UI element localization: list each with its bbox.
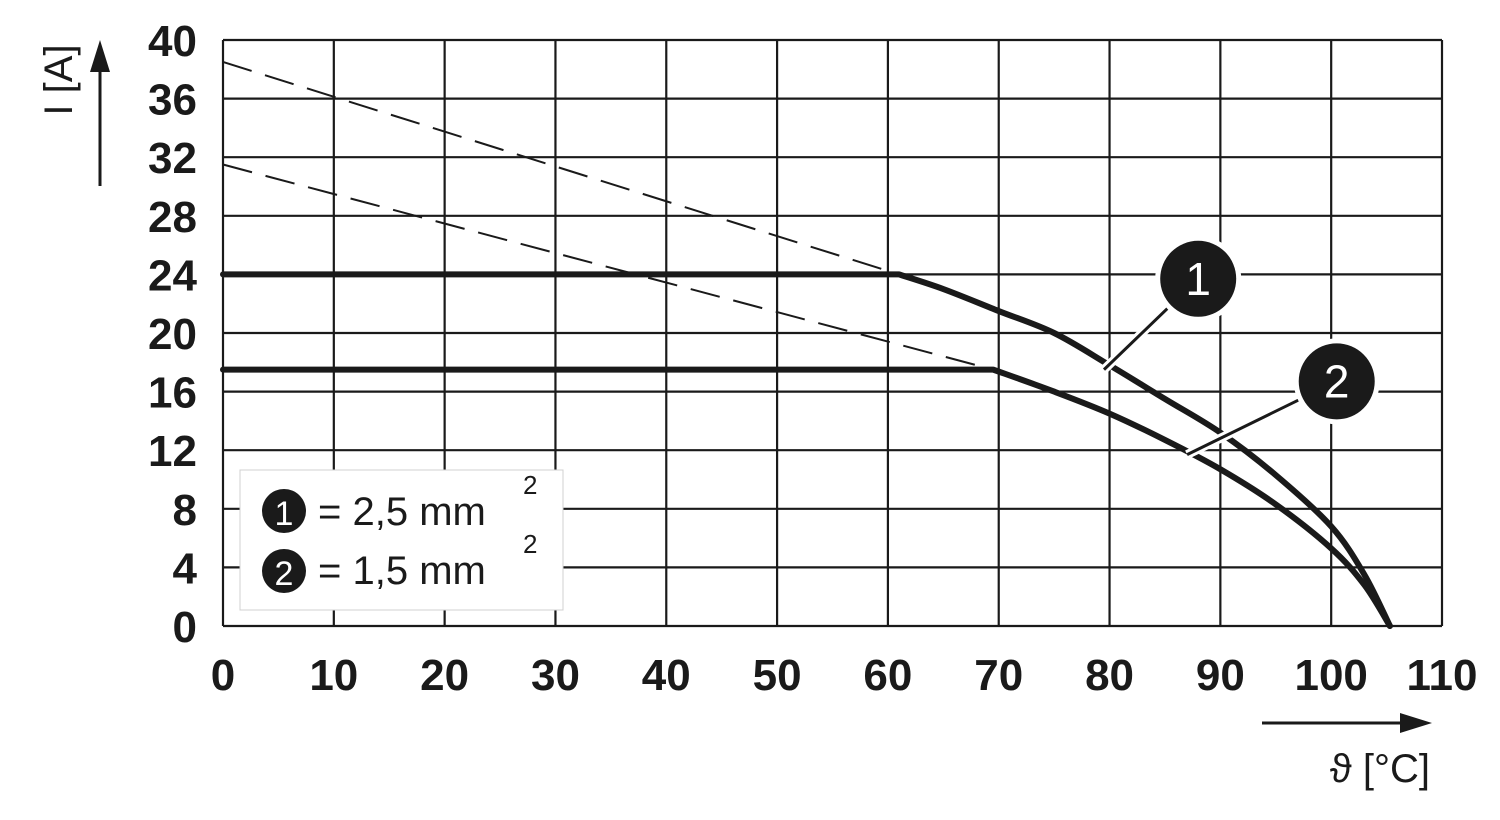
y-tick-label-12: 12 [148, 427, 197, 476]
x-axis-label-group: ϑ [°C] [1262, 713, 1432, 791]
legend-badge-label-2: 2 [275, 555, 294, 593]
y-axis-label-group: I [A] [37, 40, 110, 186]
x-axis-ticks: 0 10 20 30 40 50 60 70 80 90 100 110 [211, 651, 1478, 700]
legend-text-1: = 2,5 mm [318, 490, 486, 534]
y-tick-label-8: 8 [173, 486, 197, 535]
x-tick-label-60: 60 [863, 651, 912, 700]
y-tick-label-16: 16 [148, 369, 197, 418]
x-tick-label-40: 40 [642, 651, 691, 700]
x-tick-label-110: 110 [1407, 651, 1478, 700]
legend-item-2: 2 = 1,5 mm 2 [262, 529, 537, 593]
callout-badge-1 [1160, 240, 1237, 317]
callout-leader-2 [1186, 396, 1304, 456]
x-axis-arrow-head [1400, 713, 1432, 733]
x-axis-label: ϑ [°C] [1330, 747, 1430, 791]
legend-text-main-2: = 1,5 mm [318, 549, 486, 593]
y-tick-label-32: 32 [148, 134, 197, 183]
y-tick-label-40: 40 [148, 17, 197, 66]
y-axis-ticks: 0 4 8 12 16 20 24 28 32 36 40 [148, 17, 197, 652]
series-2-dashed [222, 163, 994, 371]
data-lines [220, 271, 1393, 629]
y-tick-label-20: 20 [148, 310, 197, 359]
series-2-line [220, 366, 1393, 629]
grid [221, 38, 1444, 628]
legend-badge-1 [262, 489, 306, 533]
callout-label-2: 2 [1324, 355, 1350, 407]
x-tick-label-80: 80 [1085, 651, 1134, 700]
y-tick-label-4: 4 [173, 544, 198, 593]
x-tick-label-100: 100 [1294, 651, 1367, 700]
callout-label-1: 1 [1185, 253, 1211, 305]
y-tick-label-24: 24 [148, 251, 197, 300]
y-axis-label: I [A] [37, 44, 81, 115]
extrapolation-lines [222, 61, 994, 371]
legend-badge-2 [262, 549, 306, 593]
series-1-line [220, 271, 1393, 629]
callout-badge-2 [1298, 343, 1375, 420]
callout-leader-1 [1102, 304, 1172, 371]
x-tick-label-90: 90 [1196, 651, 1245, 700]
legend-badge-label-1: 1 [275, 495, 294, 533]
y-tick-label-36: 36 [148, 76, 197, 125]
x-tick-label-30: 30 [531, 651, 580, 700]
y-axis-arrow-head [90, 40, 110, 72]
callouts: 12 [1100, 235, 1380, 459]
series-1-dashed [222, 61, 900, 276]
x-tick-label-70: 70 [974, 651, 1023, 700]
legend: 1 = 2,5 mm 2 2 = 1,5 mm 2 [239, 469, 564, 611]
legend-sup-1: 2 [523, 470, 537, 500]
legend-text-2: = 1,5 mm [318, 549, 486, 593]
legend-item-1: 1 = 2,5 mm 2 [262, 470, 537, 534]
x-tick-label-0: 0 [211, 651, 235, 700]
x-tick-label-10: 10 [309, 651, 358, 700]
x-tick-label-20: 20 [420, 651, 469, 700]
legend-sup-2: 2 [523, 529, 537, 559]
y-tick-label-28: 28 [148, 193, 197, 242]
x-tick-label-50: 50 [753, 651, 802, 700]
legend-text-main-1: = 2,5 mm [318, 490, 486, 534]
y-tick-label-0: 0 [173, 603, 197, 652]
